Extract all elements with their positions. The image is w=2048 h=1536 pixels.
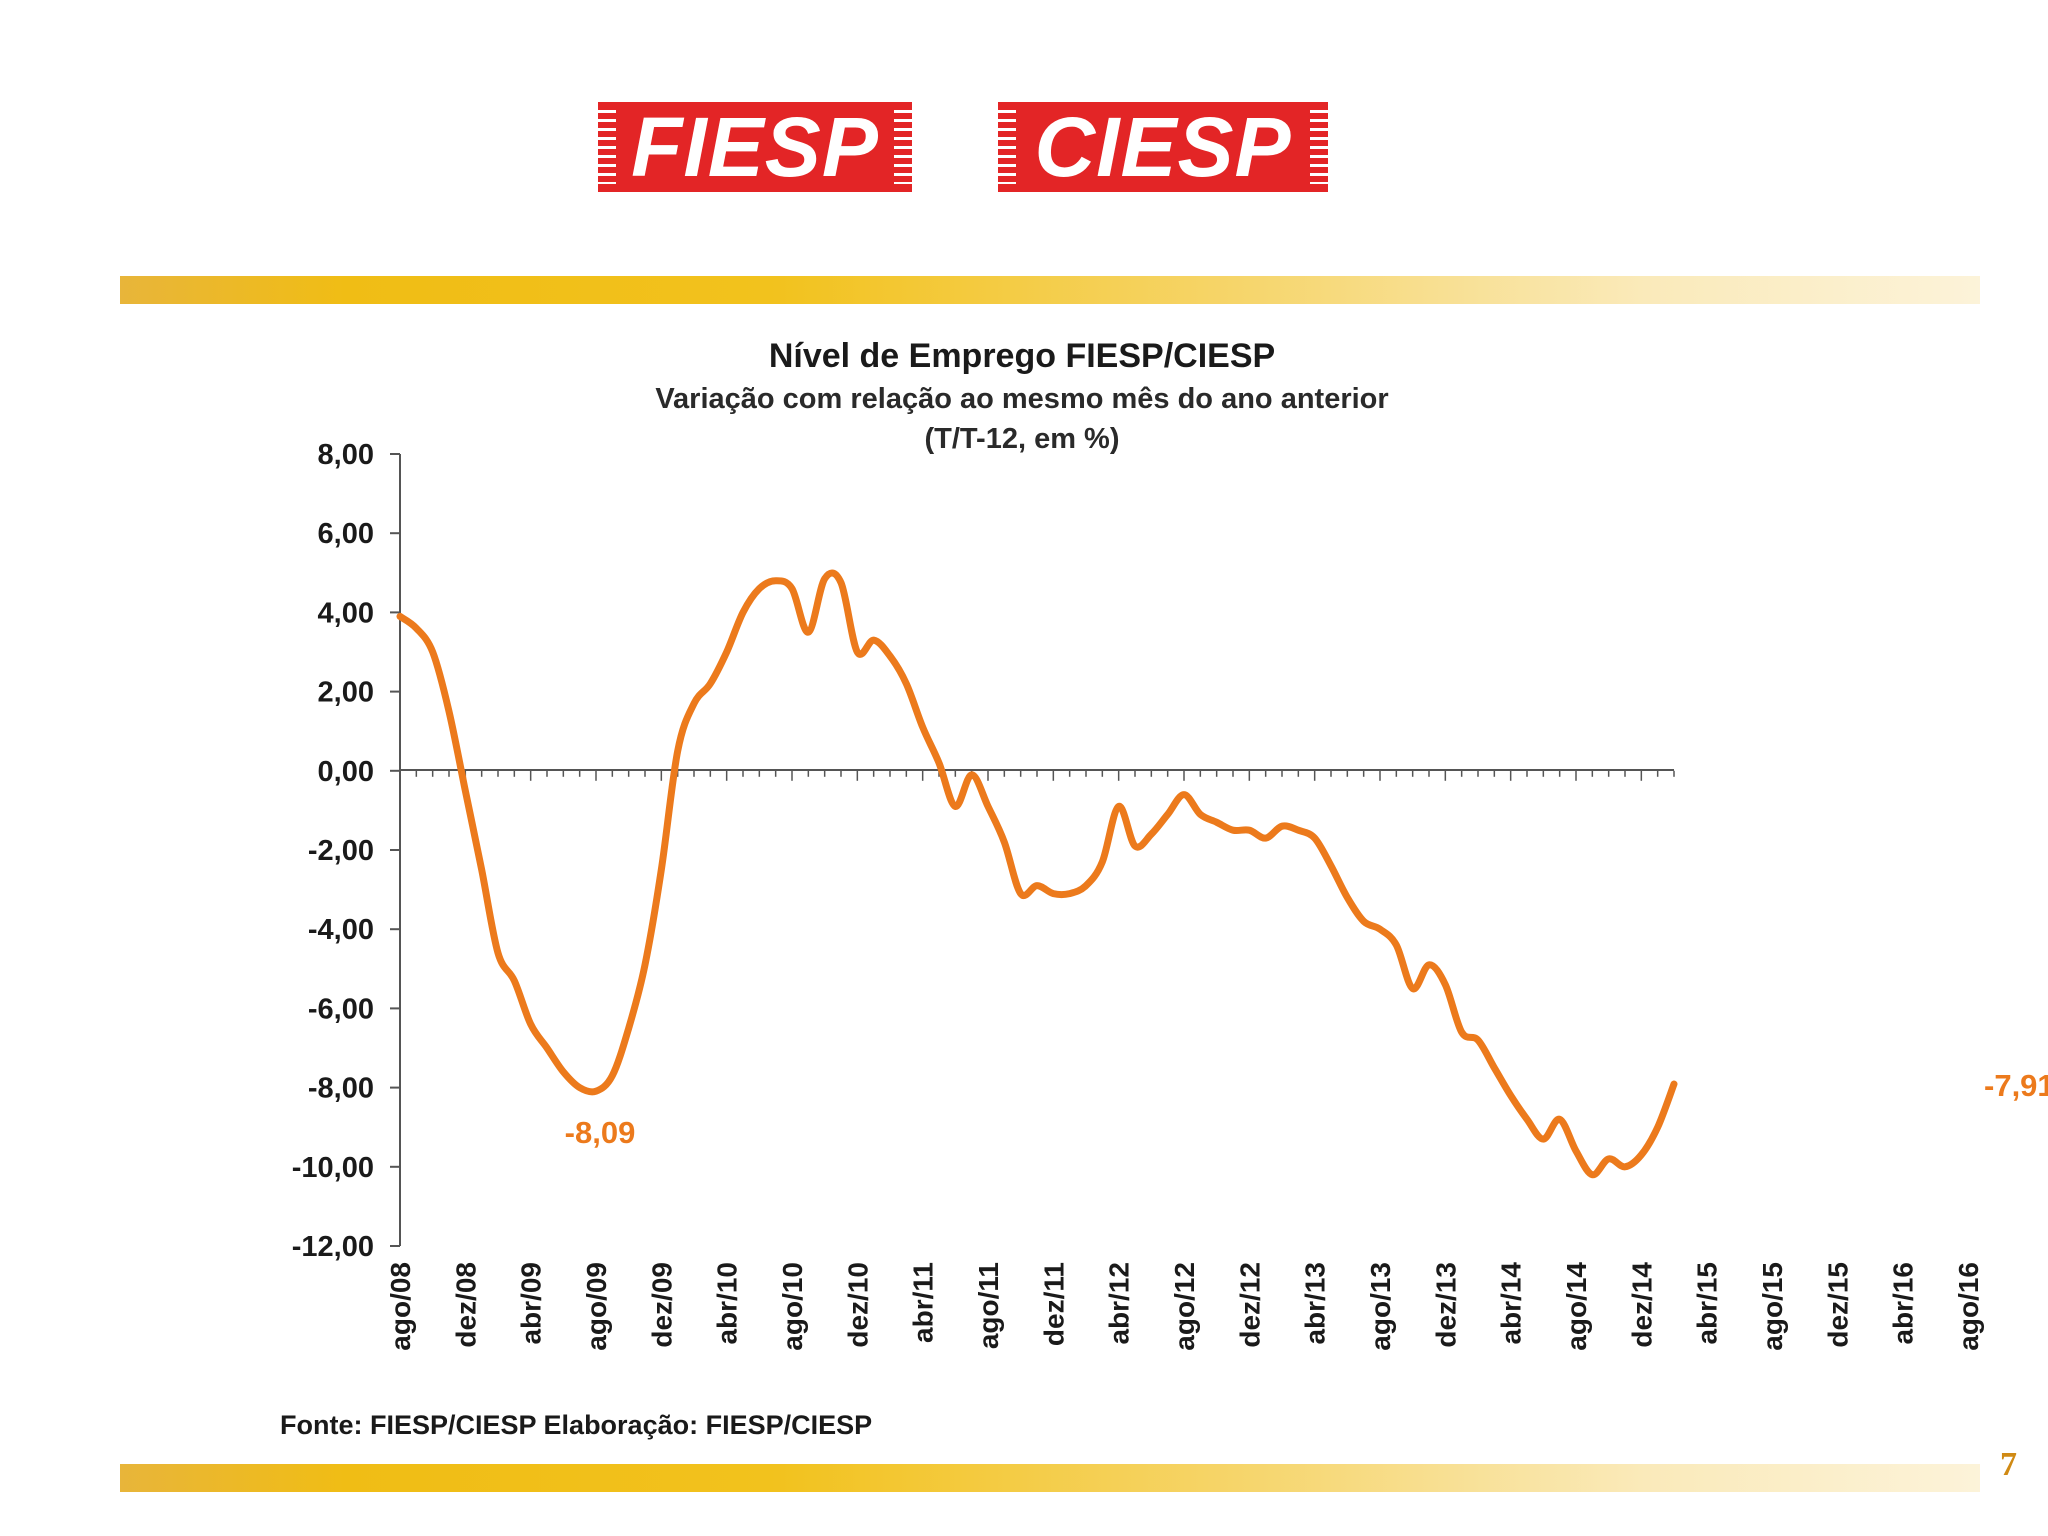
- x-tick-label: ago/13: [1365, 1262, 1396, 1351]
- x-tick-label: ago/16: [1953, 1262, 1984, 1351]
- x-tick-label: dez/11: [1038, 1262, 1069, 1346]
- x-tick-label: dez/08: [450, 1262, 481, 1348]
- x-tick-label: dez/15: [1822, 1262, 1853, 1348]
- x-tick-label: ago/09: [581, 1262, 612, 1351]
- x-tick-label: ago/11: [973, 1262, 1004, 1349]
- data-label: -7,91: [1984, 1068, 2048, 1103]
- y-tick-label: -2,00: [308, 835, 374, 867]
- y-tick-label: 8,00: [318, 439, 374, 471]
- x-tick-label: dez/10: [842, 1262, 873, 1348]
- fiesp-logo: FIESP: [598, 102, 912, 192]
- data-label: -8,09: [565, 1115, 636, 1150]
- x-tick-label: dez/12: [1234, 1262, 1265, 1348]
- y-tick-label: 0,00: [318, 756, 374, 788]
- y-tick-label: -8,00: [308, 1073, 374, 1105]
- y-tick-label: -12,00: [292, 1231, 374, 1263]
- y-tick-label: -6,00: [308, 993, 374, 1025]
- ciesp-logo: CIESP: [998, 102, 1328, 192]
- chart-subtitle-line-2: (T/T-12, em %): [925, 423, 1120, 455]
- x-tick-label: dez/14: [1626, 1262, 1657, 1348]
- y-tick-label: -4,00: [308, 914, 374, 946]
- y-tick-label: 4,00: [318, 597, 374, 629]
- x-tick-label: abr/12: [1104, 1262, 1135, 1345]
- x-tick-label: abr/16: [1888, 1262, 1919, 1345]
- x-tick-label: abr/14: [1496, 1262, 1527, 1345]
- chart-subtitle-line-1: Variação com relação ao mesmo mês do ano…: [655, 383, 1388, 415]
- series-line-emprego: [396, 569, 1678, 1179]
- x-tick-label: abr/11: [908, 1262, 939, 1343]
- x-tick-label: abr/09: [516, 1262, 547, 1345]
- y-tick-label: -10,00: [292, 1152, 374, 1184]
- chart-title: Nível de Emprego FIESP/CIESP: [769, 337, 1275, 375]
- footer-stripe: [120, 1464, 1980, 1492]
- x-tick-label: ago/10: [777, 1262, 808, 1351]
- y-ticks: 8,00 6,00 4,00 2,00 0,00 -2,00 -4,00 -6,00 -8,00…: [292, 439, 400, 1263]
- page-number: 7: [2000, 1446, 2017, 1483]
- x-tick-label: abr/13: [1300, 1262, 1331, 1345]
- x-ticks: ago/08 dez/08 abr/09 ago/09 dez/09 abr/10 ago/…: [385, 770, 1984, 1351]
- x-tick-label: abr/10: [712, 1262, 743, 1345]
- chart-source: Fonte: FIESP/CIESP Elaboração: FIESP/CIE…: [280, 1410, 872, 1440]
- x-tick-label: ago/08: [385, 1262, 416, 1351]
- x-tick-label: dez/13: [1430, 1262, 1461, 1348]
- x-tick-label: dez/09: [646, 1262, 677, 1348]
- x-tick-label: abr/15: [1692, 1262, 1723, 1345]
- annotations: -8,09 -7,91: [565, 1068, 2048, 1150]
- ciesp-logo-text: CIESP: [1034, 102, 1292, 192]
- header-stripe: [120, 276, 1980, 304]
- x-tick-label: ago/14: [1561, 1262, 1592, 1351]
- fiesp-logo-text: FIESP: [631, 102, 879, 192]
- x-tick-label: ago/12: [1169, 1262, 1200, 1351]
- y-tick-label: 6,00: [318, 518, 374, 550]
- y-tick-label: 2,00: [318, 677, 374, 709]
- x-tick-label: ago/15: [1757, 1262, 1788, 1351]
- series-group: [396, 569, 1678, 1179]
